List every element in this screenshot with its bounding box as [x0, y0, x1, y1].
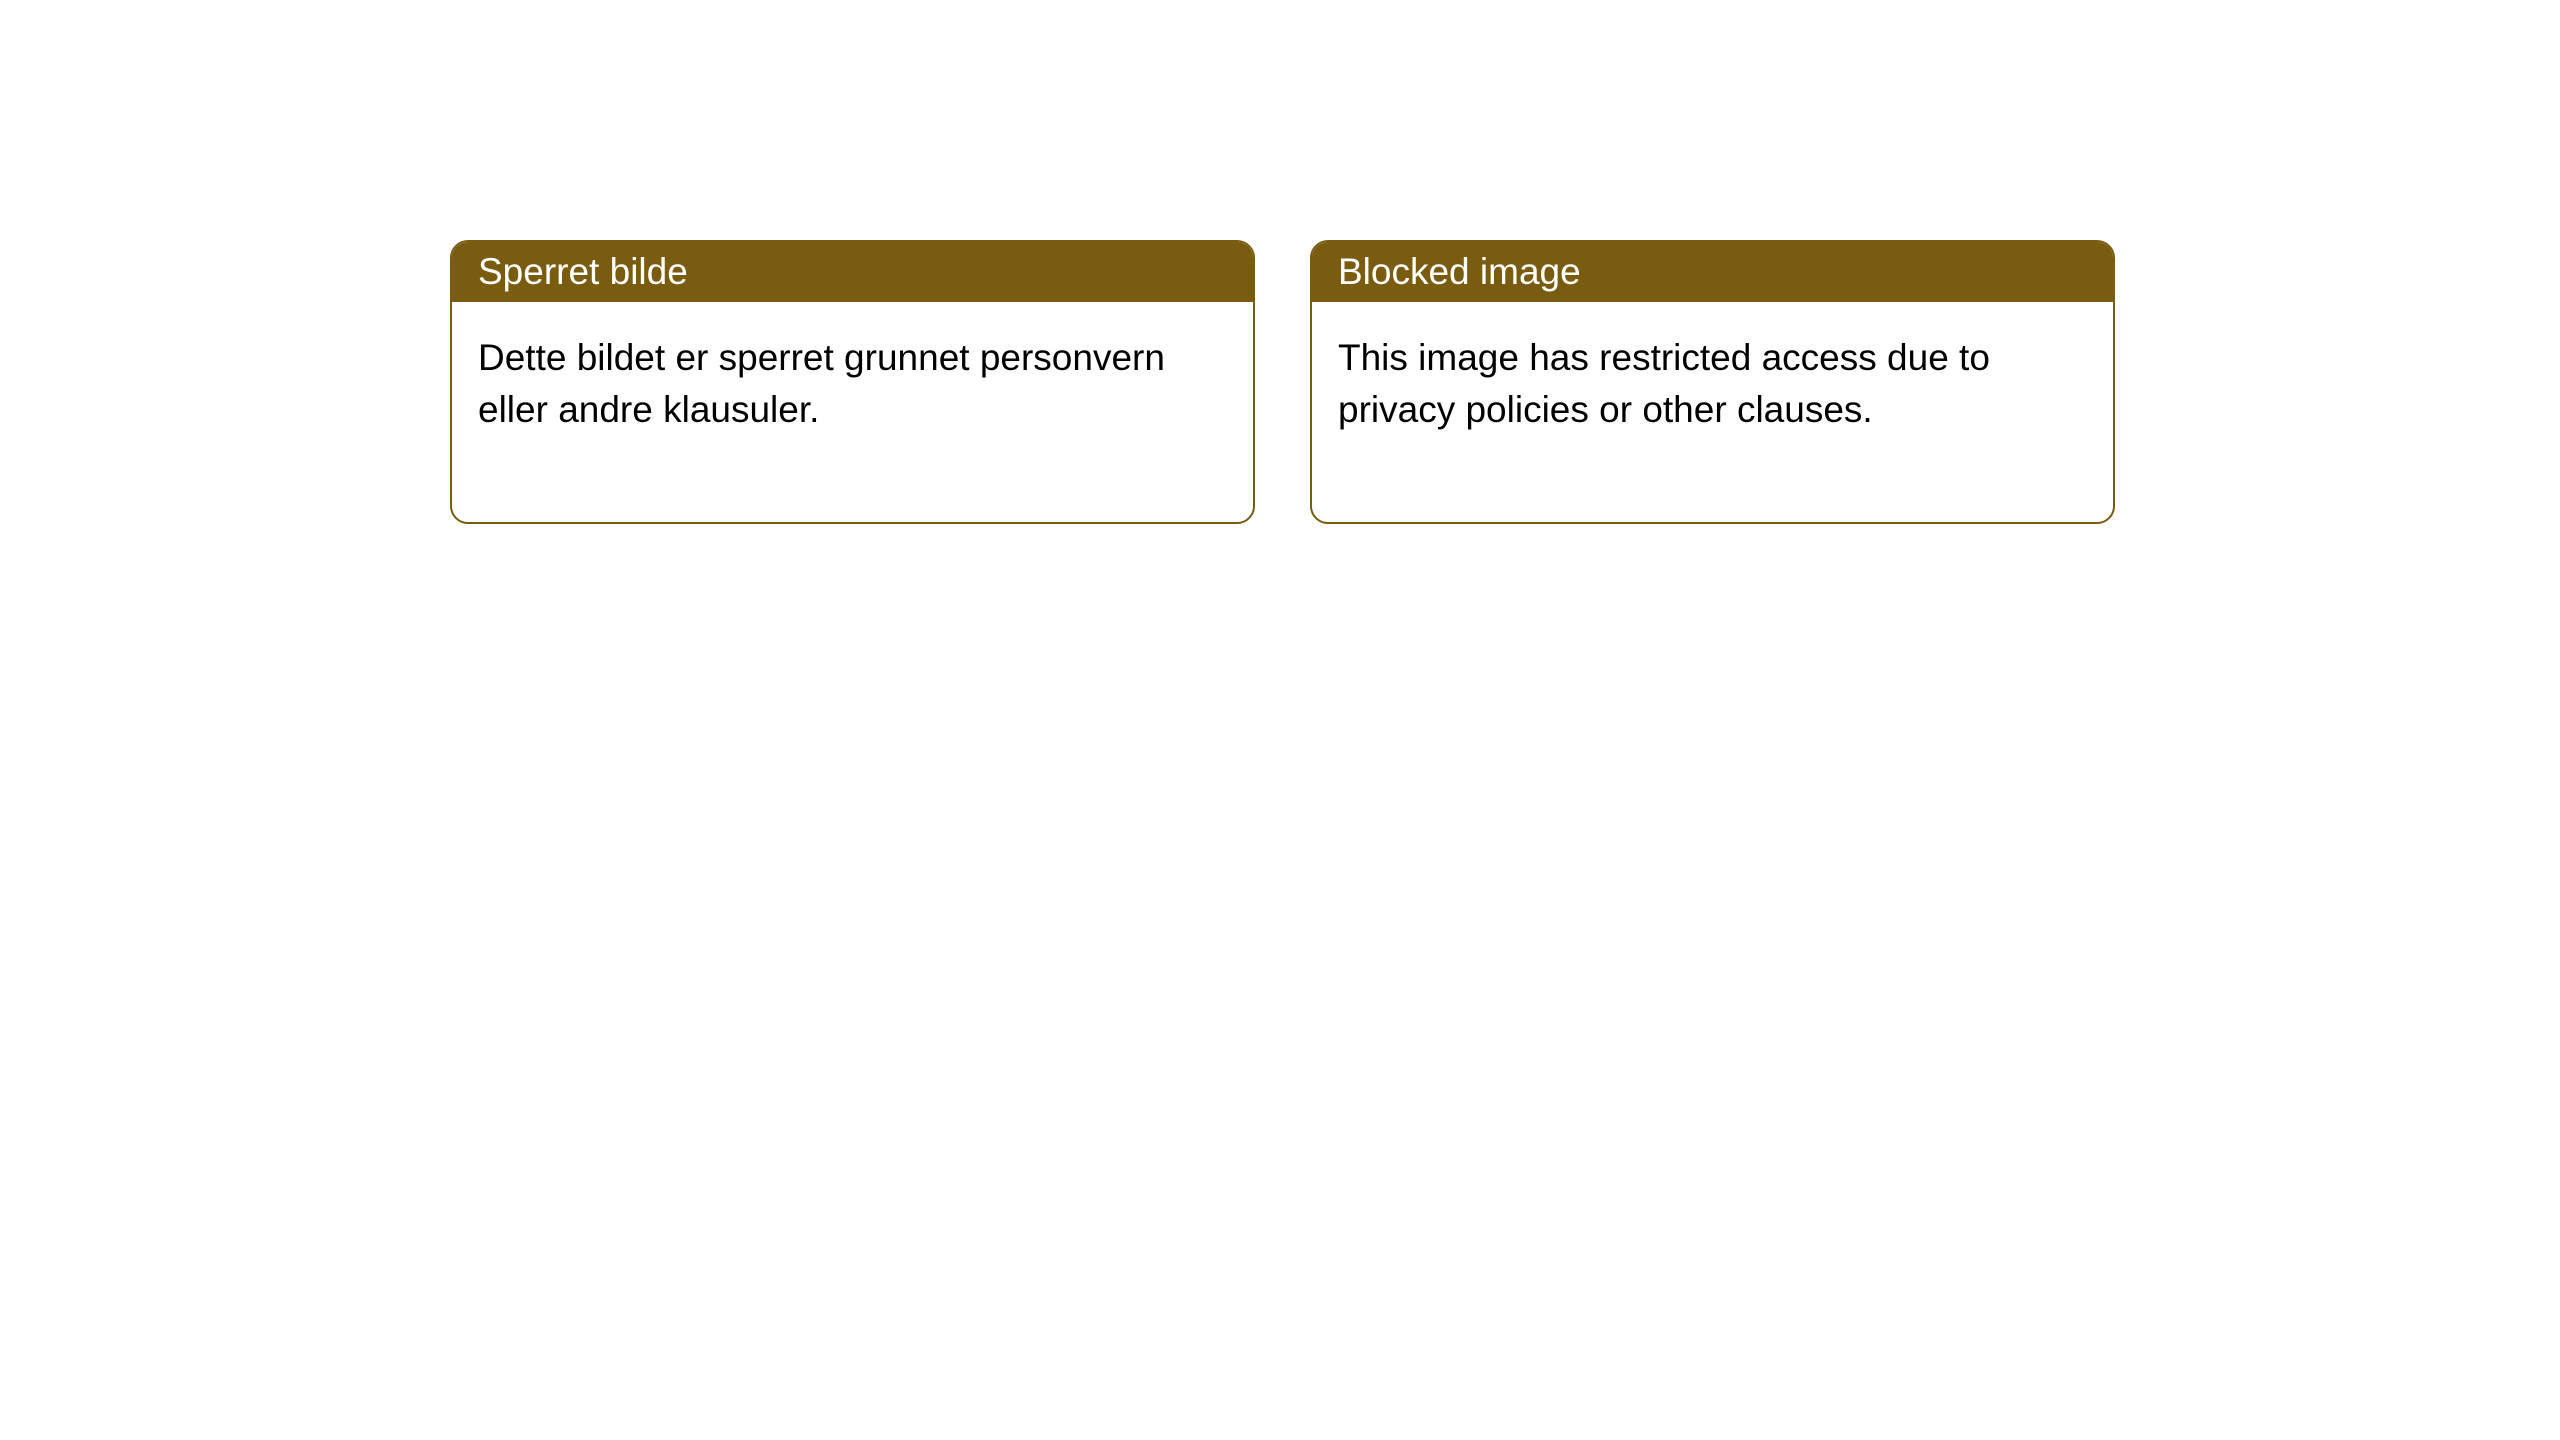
- notice-box-norwegian: Sperret bilde Dette bildet er sperret gr…: [450, 240, 1255, 524]
- notice-title: Sperret bilde: [452, 242, 1253, 302]
- notice-body: Dette bildet er sperret grunnet personve…: [452, 302, 1253, 522]
- notice-box-english: Blocked image This image has restricted …: [1310, 240, 2115, 524]
- notice-title: Blocked image: [1312, 242, 2113, 302]
- notices-container: Sperret bilde Dette bildet er sperret gr…: [0, 0, 2560, 524]
- notice-body: This image has restricted access due to …: [1312, 302, 2113, 522]
